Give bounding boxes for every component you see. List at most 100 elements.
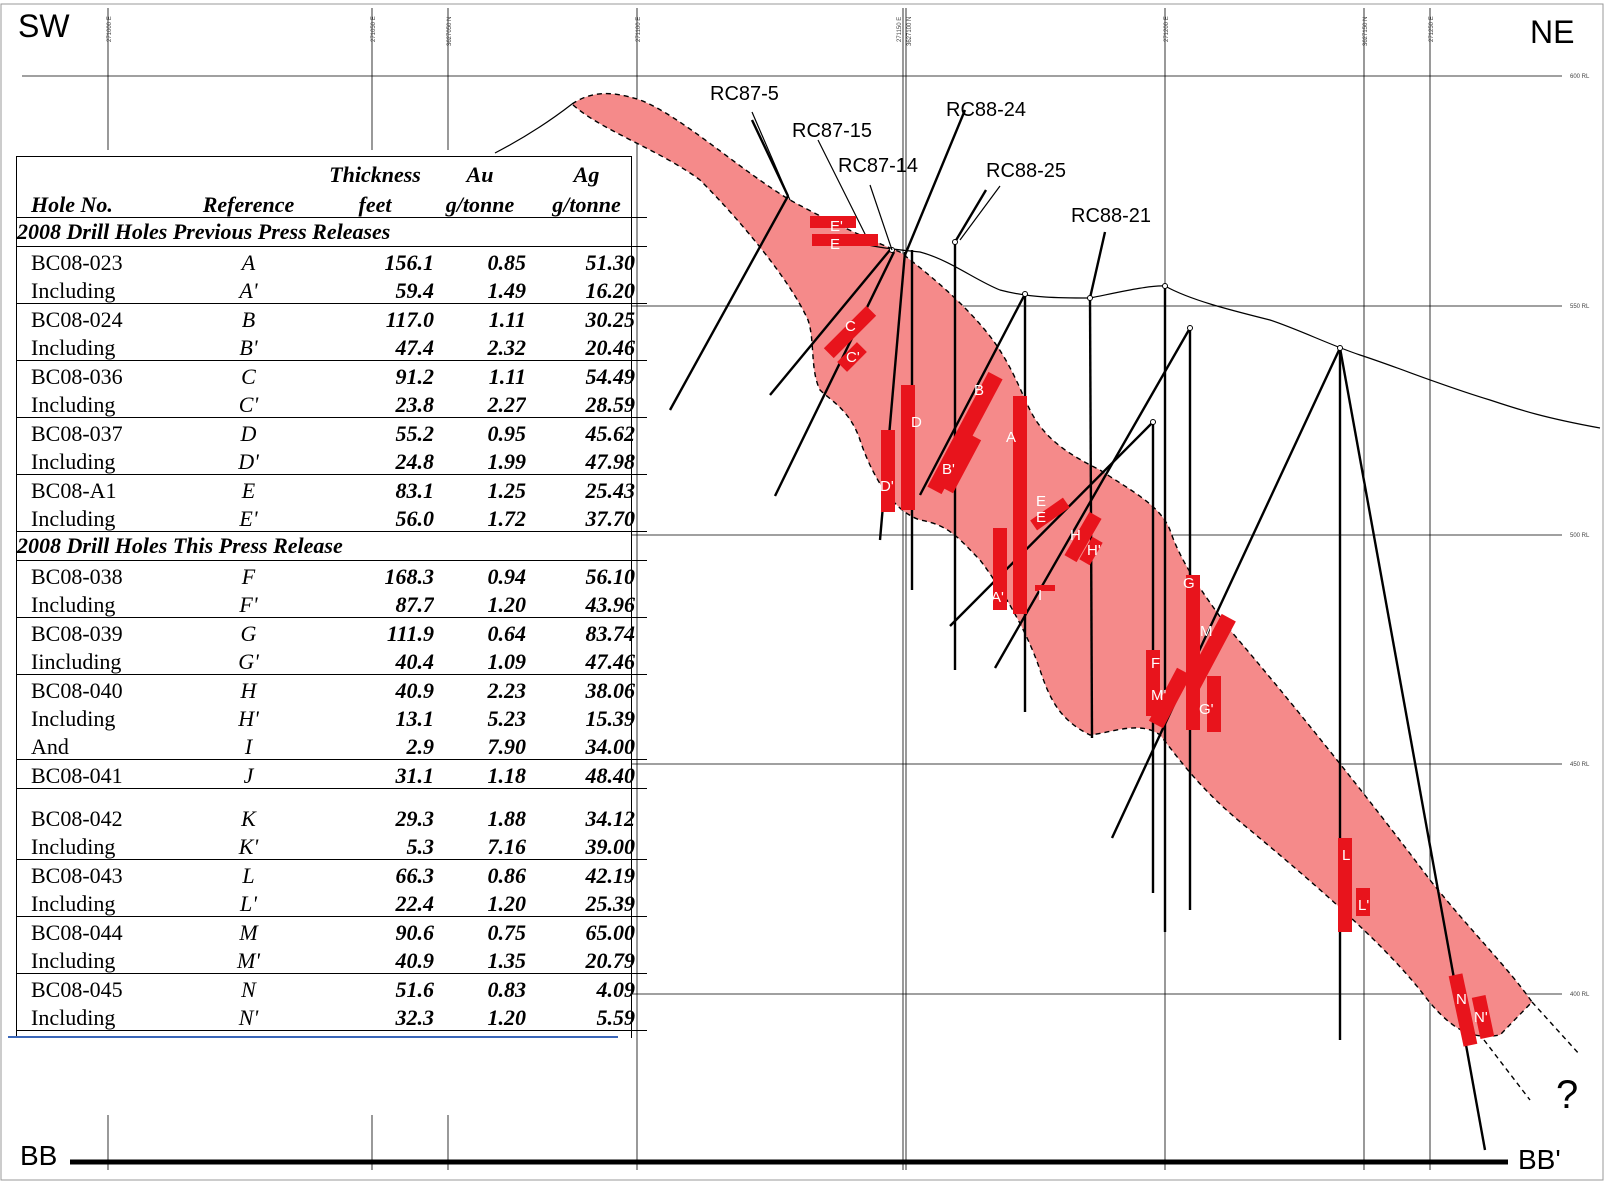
ag-grade: 16.20 <box>526 275 647 304</box>
rl-label-600: 600 RL <box>1570 74 1590 80</box>
intercept-label-h-prime: H' <box>1087 542 1101 559</box>
hole-number: Including <box>17 332 181 361</box>
intercept-label-e-3: E <box>1036 509 1046 526</box>
thickness-feet: 55.2 <box>395 421 435 446</box>
hole-label-rc88-21: RC88-21 <box>1071 205 1151 227</box>
intercept-label-e: E <box>830 236 840 253</box>
table-row: Including L' 22.4 1.20 25.39 <box>17 888 647 917</box>
header-thickness-unit: feet <box>316 187 434 218</box>
table-row: BC08-045 N 51.6 0.83 4.09 <box>17 974 647 1003</box>
ag-grade: 34.00 <box>526 731 647 760</box>
intercept-label-a: A <box>1006 429 1016 446</box>
au-grade: 1.18 <box>434 759 526 789</box>
table-row: Including C' 23.8 2.27 28.59 <box>17 389 647 418</box>
hole-number: Iincluding <box>17 646 181 675</box>
intercept-label-a-prime: A' <box>991 589 1004 606</box>
unknown-extension-mark: ? <box>1556 1073 1578 1117</box>
table-row: BC08-039 G 111.9 0.64 83.74 <box>17 618 647 647</box>
hole-label-rc87-15: RC87-15 <box>792 120 872 142</box>
table-row: Including K' 5.3 7.16 39.00 <box>17 831 647 860</box>
ag-grade: 37.70 <box>526 503 647 532</box>
table-row: And I 2.9 7.90 34.00 <box>17 731 647 760</box>
reference: E <box>241 478 256 503</box>
intercept-label-m: M <box>1200 623 1213 640</box>
hole-number: BC08-044 <box>31 920 123 945</box>
thickness-feet: 31.1 <box>316 759 434 789</box>
header-blank <box>17 157 181 187</box>
corner-label-ne: NE <box>1530 14 1575 50</box>
rl-label-550: 550 RL <box>1570 304 1590 310</box>
collars <box>889 239 1343 425</box>
ag-grade: 54.49 <box>585 364 636 389</box>
ag-grade: 43.96 <box>526 589 647 618</box>
hole-number: BC08-024 <box>31 307 123 332</box>
intercept-label-n-prime: N' <box>1474 1009 1488 1026</box>
hole-number: BC08-036 <box>31 364 123 389</box>
header-au: Au <box>466 162 494 187</box>
intercepts <box>810 216 1495 1047</box>
corner-label-sw: SW <box>18 8 70 44</box>
thickness-feet: 32.3 <box>316 1002 434 1031</box>
au-grade: 1.20 <box>434 888 526 917</box>
hole-number: Including <box>17 589 181 618</box>
reference: L' <box>181 888 316 917</box>
thickness-feet: 47.4 <box>316 332 434 361</box>
intercept-label-l-prime: L' <box>1358 897 1369 914</box>
rl-label-500: 500 RL <box>1570 533 1590 539</box>
header-blank <box>181 157 316 187</box>
ag-grade: 45.62 <box>585 421 636 446</box>
grid-label-3627100n-top: 3627100 N <box>907 17 913 46</box>
reference: H <box>240 678 257 703</box>
table-row: BC08-042 K 29.3 1.88 34.12 <box>17 789 647 832</box>
intercept-label-m-prime: M' <box>1151 687 1166 704</box>
reference: N' <box>181 1002 316 1031</box>
thickness-feet: 40.4 <box>316 646 434 675</box>
au-grade: 1.49 <box>434 275 526 304</box>
hole-number: BC08-043 <box>31 863 123 888</box>
thickness-feet: 117.0 <box>385 307 434 332</box>
thickness-feet: 111.9 <box>386 621 434 646</box>
intercept-label-n: N <box>1456 991 1467 1008</box>
au-grade: 1.11 <box>488 307 526 332</box>
ag-grade: 25.39 <box>526 888 647 917</box>
hole-number: Including <box>17 1002 181 1031</box>
corner-label-bb-prime: BB' <box>1518 1144 1561 1175</box>
ag-grade: 48.40 <box>526 759 647 789</box>
ag-grade: 20.46 <box>526 332 647 361</box>
reference: J <box>181 759 316 789</box>
reference: G <box>240 621 257 646</box>
ag-grade: 39.00 <box>526 831 647 860</box>
thickness-feet: 56.0 <box>316 503 434 532</box>
reference: K <box>241 806 256 831</box>
reference: D <box>240 421 257 446</box>
thickness-feet: 23.8 <box>316 389 434 418</box>
ag-grade: 83.74 <box>585 621 636 646</box>
section-heading-previous-text: 2008 Drill Holes Previous Press Releases <box>17 217 647 247</box>
au-grade: 7.16 <box>434 831 526 860</box>
table-row: Including D' 24.8 1.99 47.98 <box>17 446 647 475</box>
ag-grade: 34.12 <box>585 806 636 831</box>
thickness-feet: 87.7 <box>316 589 434 618</box>
intercept-label-c: C <box>845 318 856 335</box>
thickness-feet: 91.2 <box>395 364 435 389</box>
grid-label-271150e-top: 271150 E <box>897 17 903 42</box>
table-row: Iincluding G' 40.4 1.09 47.46 <box>17 646 647 675</box>
table-row: Including F' 87.7 1.20 43.96 <box>17 589 647 618</box>
section-heading-current: 2008 Drill Holes This Press Release <box>17 531 647 561</box>
section-heading-previous: 2008 Drill Holes Previous Press Releases <box>17 217 647 247</box>
reference: A' <box>181 275 316 304</box>
ag-grade: 47.98 <box>526 446 647 475</box>
reference: K' <box>181 831 316 860</box>
grid-label-271200e-top: 271200 E <box>1164 16 1170 42</box>
reference: N <box>241 977 256 1002</box>
table-row: BC08-024 B 117.0 1.11 30.25 <box>17 304 647 333</box>
table-row: Including N' 32.3 1.20 5.59 <box>17 1002 647 1031</box>
hole-number: Including <box>17 389 181 418</box>
hole-number: BC08-042 <box>31 806 123 831</box>
au-grade: 1.25 <box>487 478 527 503</box>
header-ag-unit: g/tonne <box>526 187 647 218</box>
hole-label-rc88-25: RC88-25 <box>986 160 1066 182</box>
table-row: BC08-043 L 66.3 0.86 42.19 <box>17 860 647 889</box>
grid-label-3627050n-top: 3627050 N <box>447 17 453 46</box>
